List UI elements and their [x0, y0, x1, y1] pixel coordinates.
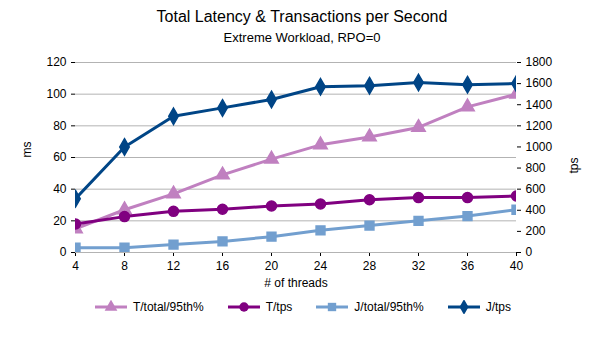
html-text:Extreme Workload, RPO=0: Extreme Workload, RPO=0 [223, 30, 381, 45]
html-text:T/total/95th%: T/total/95th% [132, 300, 204, 314]
svg-text:1400: 1400 [526, 98, 553, 112]
svg-text:ms: ms [20, 142, 34, 158]
svg-text:4: 4 [72, 259, 79, 273]
svg-text:120: 120 [46, 55, 66, 69]
svg-text:800: 800 [526, 161, 546, 175]
svg-text:20: 20 [265, 259, 279, 273]
html-text:T/tps: T/tps [265, 300, 293, 314]
svg-text:tps: tps [567, 158, 581, 174]
svg-text:24: 24 [314, 259, 328, 273]
html-text:J/total/95th%: J/total/95th% [354, 300, 424, 314]
svg-text:# of threads: # of threads [264, 276, 327, 290]
svg-text:0: 0 [526, 245, 533, 259]
svg-text:36: 36 [461, 259, 475, 273]
svg-text:20: 20 [53, 214, 67, 228]
svg-text:60: 60 [53, 150, 67, 164]
svg-text:100: 100 [46, 87, 66, 101]
svg-text:600: 600 [526, 182, 546, 196]
svg-text:1600: 1600 [526, 76, 553, 90]
html-text:Total Latency & Transactions p: Total Latency & Transactions per Second [156, 8, 448, 25]
svg-text:1200: 1200 [526, 119, 553, 133]
svg-text:0: 0 [60, 245, 67, 259]
svg-text:16: 16 [216, 259, 230, 273]
svg-text:40: 40 [510, 259, 524, 273]
html-text:J/tps: J/tps [485, 300, 511, 314]
svg-text:12: 12 [167, 259, 181, 273]
svg-text:1000: 1000 [526, 140, 553, 154]
svg-text:40: 40 [53, 182, 67, 196]
svg-text:1800: 1800 [526, 55, 553, 69]
svg-text:400: 400 [526, 203, 546, 217]
svg-text:80: 80 [53, 119, 67, 133]
svg-text:32: 32 [412, 259, 426, 273]
svg-text:200: 200 [526, 224, 546, 238]
svg-text:8: 8 [121, 259, 128, 273]
svg-text:28: 28 [363, 259, 377, 273]
